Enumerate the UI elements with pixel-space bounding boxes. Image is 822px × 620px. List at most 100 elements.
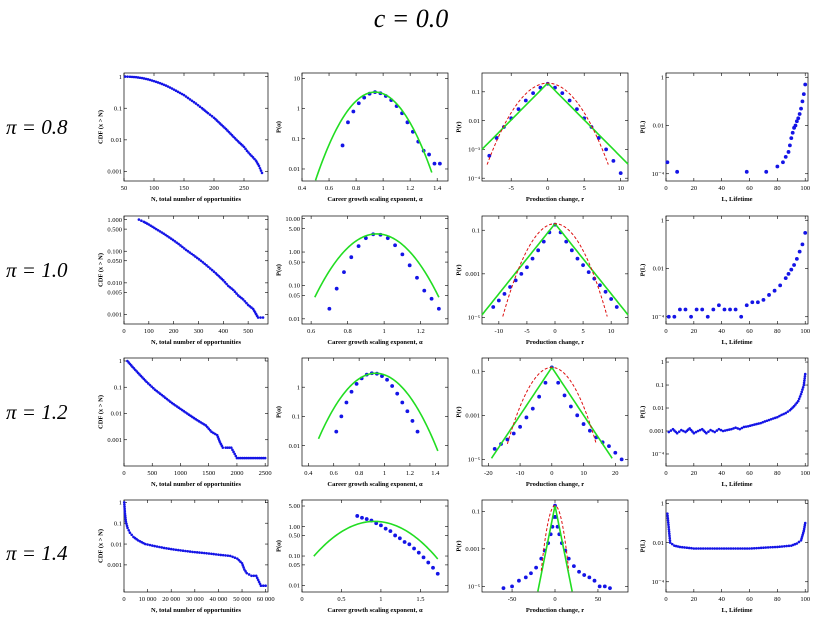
data-point (694, 307, 699, 312)
y-tick-label: 10⁻³ (468, 147, 480, 154)
x-axis-label: Production change, r (526, 607, 584, 614)
x-tick-label: 0 (550, 470, 553, 477)
data-point (678, 545, 682, 549)
data-point (125, 524, 129, 528)
data-point (730, 427, 733, 431)
data-point (130, 533, 133, 537)
data-point (701, 547, 705, 550)
y-tick-label: 0.01 (469, 118, 480, 125)
data-point (164, 233, 167, 237)
x-tick-label: 60 (746, 185, 753, 192)
data-point (243, 456, 246, 460)
y-tick-label: 0.001 (649, 428, 664, 435)
data-point (124, 516, 127, 519)
data-point (208, 113, 212, 116)
data-point (729, 547, 733, 550)
y-tick-label: 1 (661, 74, 664, 81)
data-point (575, 107, 579, 112)
y-tick-label: 10⁻⁴ (652, 451, 665, 458)
data-point (776, 545, 779, 549)
data-point (192, 253, 195, 257)
y-tick-label: 1.00 (289, 249, 300, 256)
data-point (217, 553, 220, 556)
data-point (388, 529, 393, 534)
x-tick-label: 0.5 (337, 596, 345, 603)
x-tick-label: 10 (608, 328, 615, 335)
data-point (210, 268, 214, 272)
y-axis-label: P(α) (275, 121, 282, 133)
data-point (362, 95, 367, 100)
data-point (666, 521, 670, 524)
data-point (613, 450, 618, 455)
data-point (667, 527, 671, 531)
data-point (508, 285, 512, 289)
x-tick-label: 5 (583, 185, 586, 192)
data-point (697, 547, 700, 550)
x-tick-label: 500 (243, 328, 253, 335)
data-point (256, 456, 259, 460)
data-point (736, 547, 740, 550)
x-tick-label: 0 (664, 470, 667, 477)
data-point (146, 78, 150, 81)
data-point (569, 248, 574, 253)
plot-frame (481, 72, 629, 182)
y-tick-label: 10⁻⁵ (468, 584, 480, 591)
plot-frame (481, 215, 629, 325)
data-point (667, 430, 671, 434)
data-point (790, 130, 795, 135)
y-tick-label: 0.001 (107, 437, 122, 444)
data-point (778, 414, 781, 418)
fit-curve (314, 91, 433, 181)
data-point (212, 431, 215, 435)
data-point (164, 84, 168, 87)
data-point (582, 573, 587, 577)
normal-fit-curve (540, 505, 570, 571)
plot-frame (123, 215, 269, 325)
fit-curve (481, 222, 629, 316)
data-point (177, 548, 180, 552)
data-point (501, 586, 506, 591)
data-point (487, 153, 492, 158)
data-point (435, 571, 440, 576)
x-tick-label: 100 (800, 470, 810, 477)
data-point (795, 542, 799, 545)
data-point (176, 90, 180, 94)
data-point (148, 78, 152, 82)
x-axis-label: N, total number of opportunities (151, 196, 241, 203)
panel-r2c3: -10 -5 0 5 10 0.1 0.001 10⁻⁵ Production change, … (455, 215, 629, 346)
data-point (148, 383, 152, 387)
data-point (233, 556, 237, 560)
x-tick-label: 0 (122, 596, 125, 603)
x-tick-label: 0.6 (307, 328, 316, 335)
y-tick-label: 0.01 (111, 137, 122, 144)
data-point (568, 404, 573, 409)
data-point (668, 536, 672, 540)
data-point (575, 413, 580, 418)
data-point (513, 278, 518, 283)
x-tick-label: 150 (179, 185, 189, 192)
x-axis-label: Career growth scaling exponent, α (327, 481, 423, 488)
data-point (128, 531, 132, 535)
plot-frame (665, 72, 809, 182)
data-point (226, 554, 230, 557)
x-tick-label: 60 (746, 470, 753, 477)
data-point (750, 547, 754, 550)
x-tick-label: 10 (580, 470, 587, 477)
data-point (179, 244, 182, 247)
data-point (257, 164, 261, 168)
y-tick-label: 10⁻⁵ (468, 457, 480, 464)
data-point (773, 416, 777, 420)
data-point (241, 564, 245, 567)
data-point (759, 421, 762, 425)
data-point (802, 383, 806, 387)
y-axis-label: P(r) (455, 121, 462, 132)
data-point (748, 424, 752, 428)
data-point (181, 245, 184, 249)
data-point (349, 389, 354, 394)
y-tick-label: 0.050 (107, 258, 122, 265)
y-axis-label: P(α) (275, 406, 282, 418)
data-point (753, 423, 756, 426)
data-point (728, 307, 732, 312)
data-point (154, 227, 158, 231)
data-point (745, 547, 749, 550)
